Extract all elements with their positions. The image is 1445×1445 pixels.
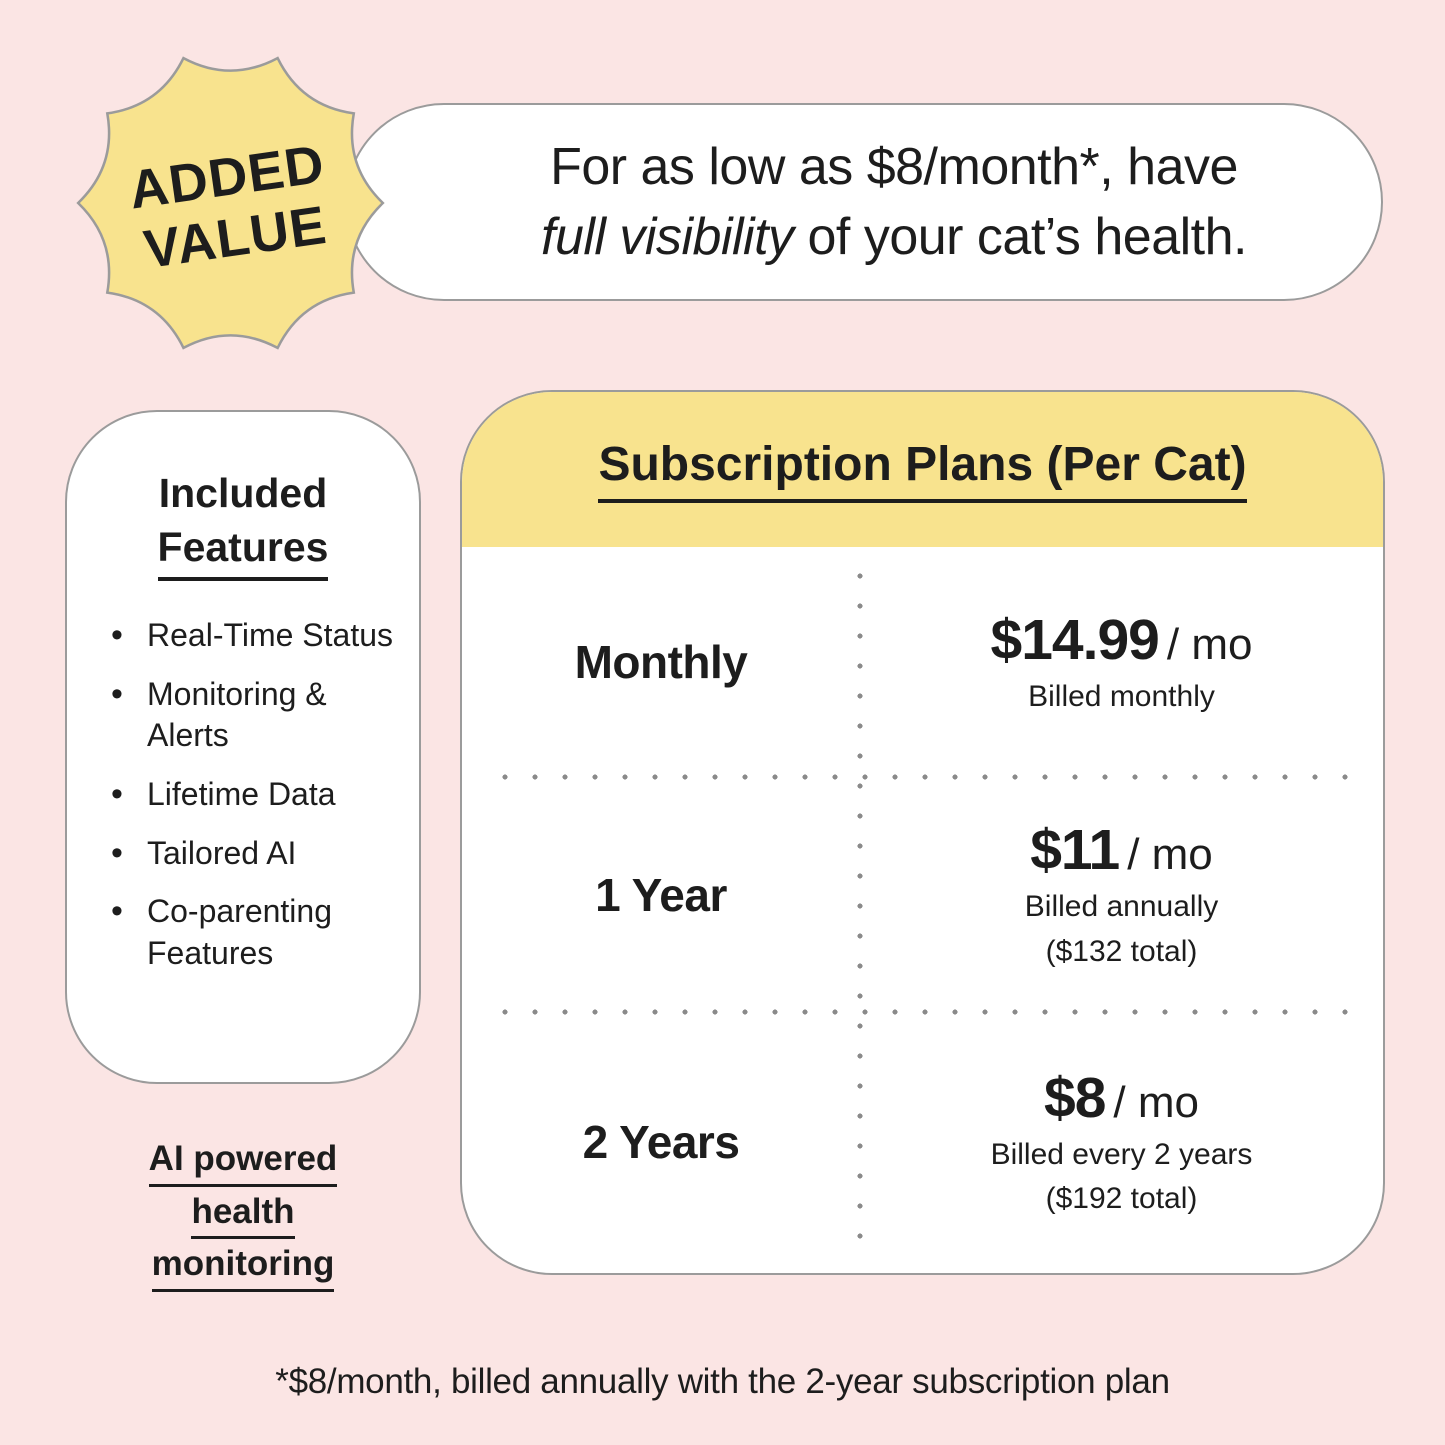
features-title-line1: Included	[158, 470, 328, 516]
features-title-line2: Features	[157, 520, 329, 582]
features-list: Real-Time Status Monitoring & Alerts Lif…	[93, 613, 393, 974]
subscription-plans-card: Subscription Plans (Per Cat) Monthly $14…	[460, 390, 1385, 1275]
feature-item-lifetime-data: Lifetime Data	[103, 772, 393, 816]
caption-line1: AI powered	[148, 1138, 338, 1187]
plan-price-cell-2-years: $8/ mo Billed every 2 years ($192 total)	[860, 1012, 1383, 1272]
plan-price-monthly: $14.99/ mo	[990, 607, 1253, 672]
headline-banner: For as low as $8/month*, have full visib…	[345, 103, 1383, 301]
horizontal-dotted-divider-1	[490, 774, 1356, 780]
plan-billing-monthly-1: Billed monthly	[1028, 679, 1215, 713]
vertical-dotted-divider	[857, 561, 863, 1259]
feature-item-monitoring-alerts: Monitoring & Alerts	[103, 672, 393, 757]
plan-billing-1-year-2: ($132 total)	[1045, 934, 1198, 968]
plan-price-2-years: $8/ mo	[1044, 1065, 1199, 1130]
plan-term-2-years: 2 Years	[582, 1116, 740, 1168]
plan-price-cell-1-year: $11/ mo Billed annually ($132 total)	[860, 777, 1383, 1012]
headline-text: For as low as $8/month*, have full visib…	[481, 132, 1247, 272]
added-value-badge: ADDED VALUE	[76, 56, 385, 350]
feature-item-co-parenting: Co-parenting Features	[103, 889, 393, 974]
feature-item-tailored-ai: Tailored AI	[103, 831, 393, 875]
headline-line2-rest: of your cat’s health.	[793, 208, 1248, 266]
plan-term-monthly: Monthly	[574, 636, 748, 688]
plans-title: Subscription Plans (Per Cat)	[598, 437, 1247, 503]
badge-starburst-shape	[76, 56, 385, 350]
plan-row-1-year: 1 Year $11/ mo Billed annually ($132 tot…	[462, 777, 1383, 1012]
feature-item-real-time-status: Real-Time Status	[103, 613, 393, 657]
footnote: *$8/month, billed annually with the 2-ye…	[275, 1362, 1170, 1401]
plan-term-1-year: 1 Year	[595, 868, 727, 921]
caption-line3: monitoring	[151, 1243, 335, 1293]
plan-price-cell-monthly: $14.99/ mo Billed monthly	[860, 547, 1383, 777]
plan-row-2-years: 2 Years $8/ mo Billed every 2 years ($19…	[462, 1012, 1383, 1272]
plan-billing-2-years-1: Billed every 2 years	[990, 1137, 1253, 1171]
plan-billing-2-years-2: ($192 total)	[1045, 1182, 1198, 1215]
plan-price-1-year: $11/ mo	[1030, 818, 1213, 882]
plan-billing-1-year-1: Billed annually	[1024, 890, 1219, 923]
ai-health-caption: AI powered health monitoring	[65, 1138, 421, 1296]
headline-line1: For as low as $8/month*, have	[550, 137, 1238, 196]
plans-table: Monthly $14.99/ mo Billed monthly 1 Year…	[462, 547, 1383, 1272]
headline-line2-italic: full visibility	[541, 208, 794, 266]
plans-header: Subscription Plans (Per Cat)	[462, 392, 1383, 547]
plan-row-monthly: Monthly $14.99/ mo Billed monthly	[462, 547, 1383, 777]
features-card: Included Features Real-Time Status Monit…	[65, 410, 421, 1084]
caption-line2: health	[191, 1191, 295, 1240]
features-title: Included Features	[93, 466, 393, 582]
horizontal-dotted-divider-2	[490, 1009, 1356, 1015]
